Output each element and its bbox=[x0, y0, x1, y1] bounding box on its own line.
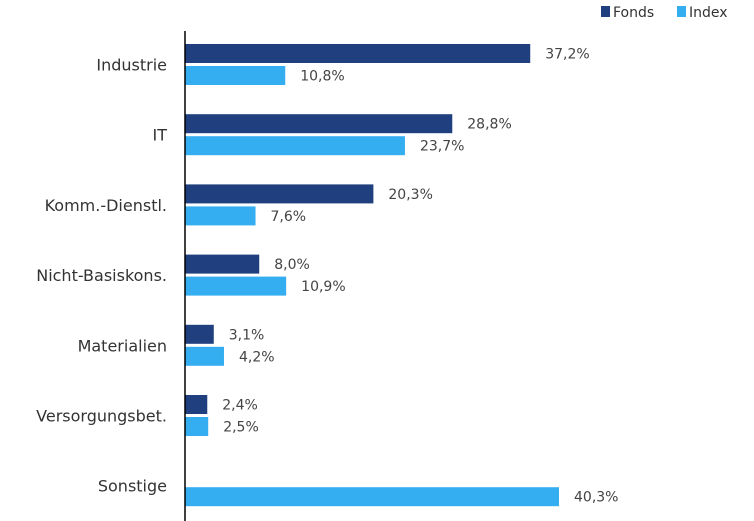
legend-label-fonds: Fonds bbox=[613, 5, 654, 21]
value-label: 10,9% bbox=[301, 279, 345, 295]
value-label: 4,2% bbox=[239, 349, 275, 365]
category-label: Nicht-Basiskons. bbox=[36, 266, 167, 285]
value-label: 3,1% bbox=[229, 327, 265, 343]
bar-fonds bbox=[185, 44, 531, 63]
bar-fonds bbox=[185, 254, 260, 274]
value-label: 40,3% bbox=[574, 490, 618, 506]
bar-index bbox=[185, 136, 405, 156]
value-label: 28,8% bbox=[467, 117, 511, 133]
category-label: Versorgungsbet. bbox=[36, 407, 167, 426]
legend-swatch-fonds bbox=[601, 6, 610, 17]
value-label: 37,2% bbox=[545, 47, 589, 63]
category-label: Materialien bbox=[78, 336, 167, 355]
bar-index bbox=[185, 346, 224, 366]
plot-area: Industrie 37,2% 10,8% IT 28,8%23,7% Komm.-Die… bbox=[36, 44, 618, 507]
legend-label-index: Index bbox=[689, 5, 728, 21]
category-label: Sonstige bbox=[98, 477, 167, 496]
bar-index bbox=[185, 66, 286, 85]
bar-index bbox=[185, 487, 559, 507]
bar-index bbox=[185, 417, 209, 436]
value-label: 10,8% bbox=[300, 69, 344, 85]
legend: Fonds Index bbox=[601, 5, 728, 21]
category-label: Industrie bbox=[96, 56, 167, 75]
bar-fonds bbox=[185, 114, 453, 134]
value-label: 7,6% bbox=[271, 209, 307, 225]
value-label: 8,0% bbox=[274, 257, 310, 273]
legend-swatch-index bbox=[677, 6, 686, 17]
value-label: 2,5% bbox=[223, 420, 259, 436]
bar-index bbox=[185, 276, 287, 296]
category-label: IT bbox=[153, 126, 168, 145]
bar-index bbox=[185, 206, 256, 226]
value-label: 20,3% bbox=[388, 187, 432, 203]
value-label: 2,4% bbox=[222, 398, 258, 414]
bar-fonds bbox=[185, 395, 208, 414]
bar-fonds bbox=[185, 324, 214, 344]
value-label: 23,7% bbox=[420, 139, 464, 155]
bar-fonds bbox=[185, 184, 374, 204]
category-label: Komm.-Dienstl. bbox=[45, 196, 167, 215]
